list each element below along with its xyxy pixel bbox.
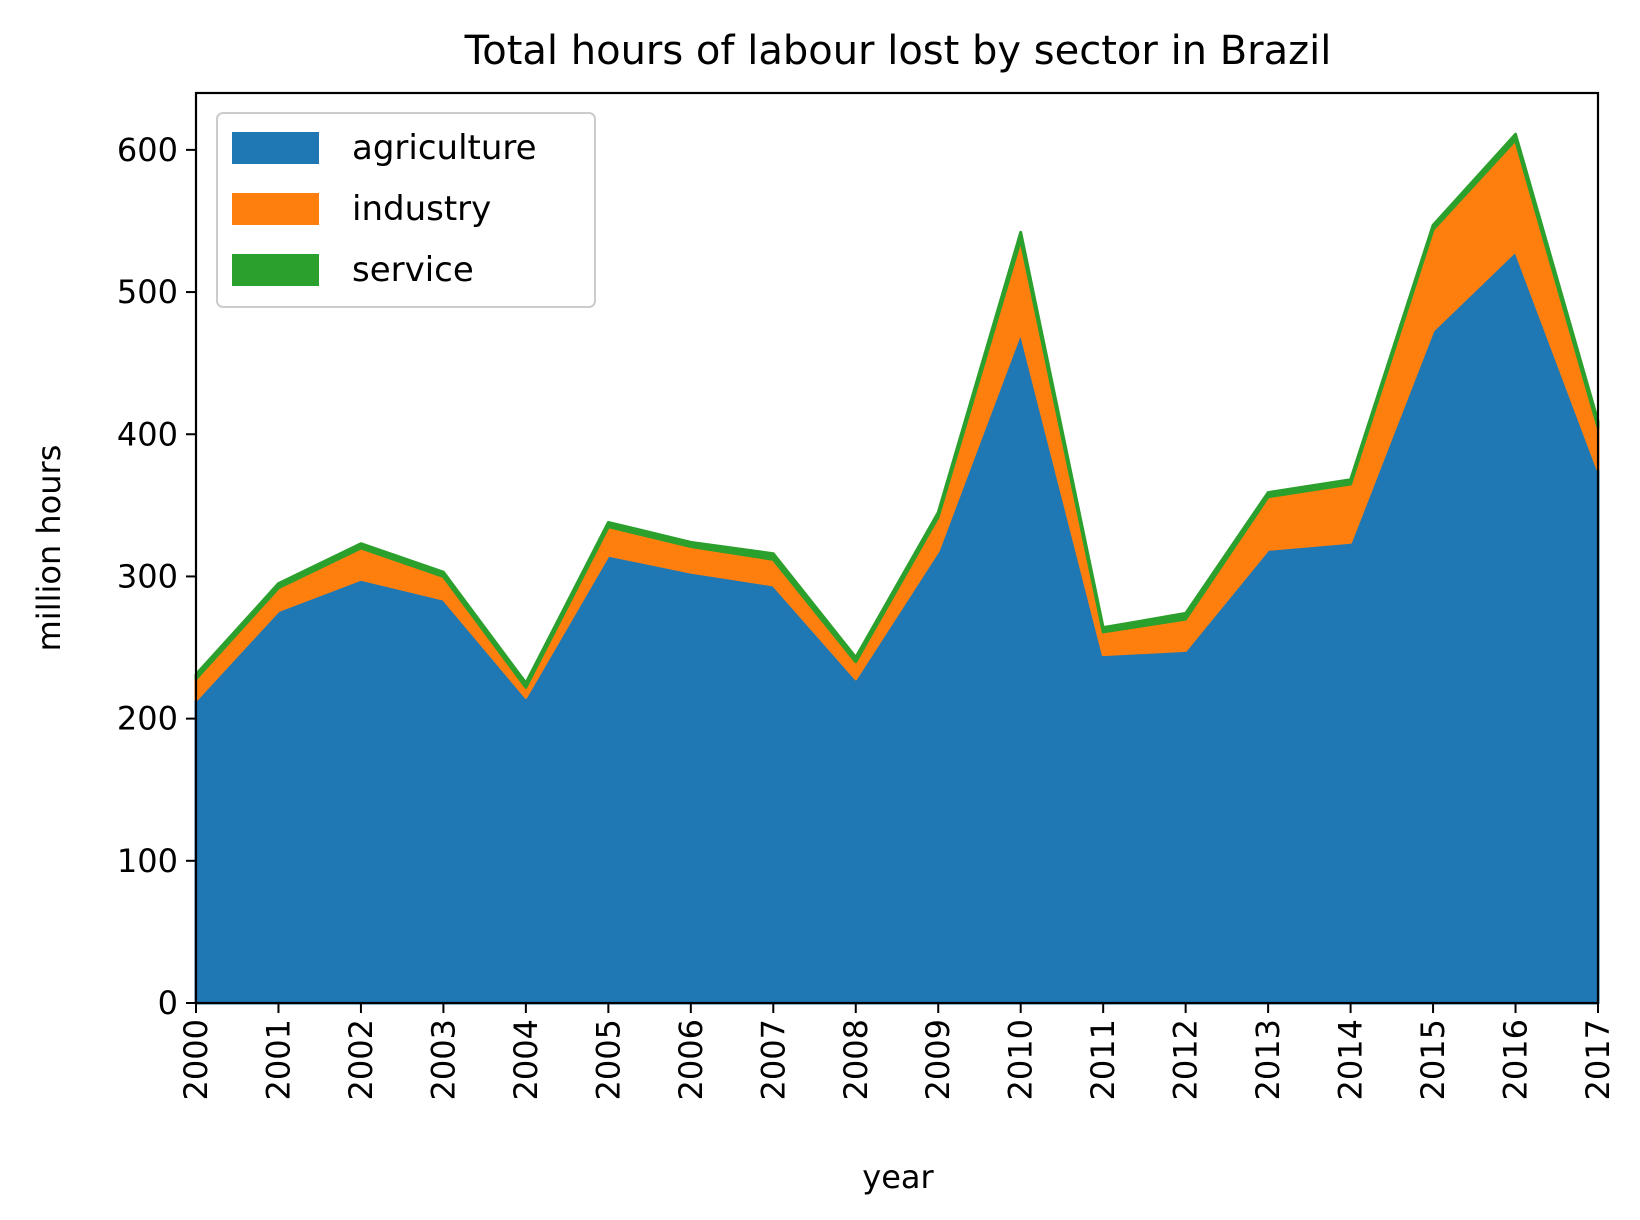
x-axis-ticks: 2000 2001 2002 2003 2004 2005 2006 2007 2008 2009… xyxy=(177,1003,1617,1100)
y-axis-label: million hours xyxy=(30,445,68,652)
x-tick-label: 2004 xyxy=(507,1019,545,1100)
y-tick-label: 400 xyxy=(117,415,178,453)
y-tick-label: 200 xyxy=(117,700,178,738)
x-tick-label: 2016 xyxy=(1497,1019,1535,1100)
x-tick-label: 2001 xyxy=(259,1019,297,1100)
x-tick-label: 2013 xyxy=(1249,1019,1287,1100)
legend: agriculture industry service xyxy=(216,112,596,308)
y-tick-label: 300 xyxy=(117,557,178,595)
x-tick-label: 2010 xyxy=(1002,1019,1040,1100)
legend-label-industry: industry xyxy=(352,189,491,229)
x-tick-label: 2000 xyxy=(177,1019,215,1100)
axes xyxy=(194,91,1600,1005)
y-tick-label: 100 xyxy=(117,842,178,880)
legend-swatch-agriculture xyxy=(232,132,319,164)
x-tick-label: 2009 xyxy=(919,1019,957,1100)
x-tick-label: 2017 xyxy=(1579,1019,1617,1100)
y-tick-label: 0 xyxy=(158,984,178,1022)
y-tick-label: 600 xyxy=(117,131,178,169)
x-axis-label: year xyxy=(862,1158,934,1196)
x-tick-label: 2012 xyxy=(1167,1019,1205,1100)
x-tick-label: 2015 xyxy=(1414,1019,1452,1100)
legend-label-agriculture: agriculture xyxy=(352,128,537,168)
x-tick-label: 2008 xyxy=(837,1019,875,1100)
legend-swatch-industry xyxy=(232,193,319,225)
legend-label-service: service xyxy=(352,250,474,290)
x-tick-label: 2003 xyxy=(424,1019,462,1100)
y-tick-label: 500 xyxy=(117,273,178,311)
x-tick-label: 2006 xyxy=(672,1019,710,1100)
legend-swatch-service xyxy=(232,254,319,286)
x-tick-label: 2002 xyxy=(342,1019,380,1100)
x-tick-label: 2005 xyxy=(589,1019,627,1100)
x-tick-label: 2014 xyxy=(1332,1019,1370,1100)
plot-frame xyxy=(194,91,1600,1005)
x-tick-label: 2007 xyxy=(754,1019,792,1100)
x-tick-label: 2011 xyxy=(1084,1019,1122,1100)
chart-title: Total hours of labour lost by sector in … xyxy=(464,28,1332,74)
y-axis-ticks: 0 100 200 300 400 500 600 xyxy=(117,131,196,1022)
